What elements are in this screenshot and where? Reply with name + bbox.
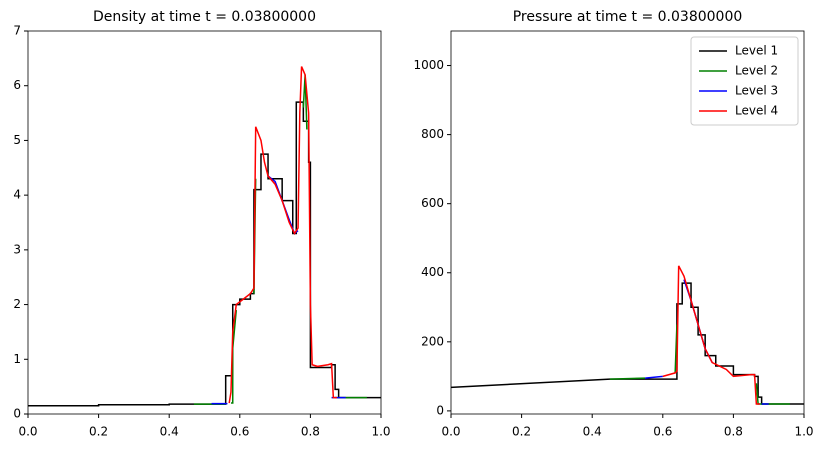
y-tick-label: 4 [13, 188, 21, 202]
y-tick-label: 1 [13, 352, 21, 366]
data-line [28, 101, 381, 407]
legend-label: Level 1 [735, 44, 778, 58]
x-tick-label: 0.8 [301, 425, 320, 439]
y-tick-label: 800 [421, 127, 444, 141]
legend-label: Level 3 [735, 84, 778, 98]
x-tick-label: 0.0 [18, 425, 37, 439]
x-tick-label: 0.2 [512, 425, 531, 439]
legend-label: Level 2 [735, 64, 778, 78]
data-line [228, 66, 337, 404]
x-tick-label: 1.0 [794, 425, 813, 439]
y-tick-label: 200 [421, 334, 444, 348]
plot-frame [450, 30, 805, 415]
y-tick-label: 6 [13, 78, 21, 92]
y-tick-label: 0 [13, 407, 21, 421]
data-line [645, 279, 769, 405]
y-tick-label: 2 [13, 297, 21, 311]
x-tick-label: 1.0 [371, 425, 390, 439]
x-tick-label: 0.2 [89, 425, 108, 439]
data-line [451, 282, 804, 405]
data-line [193, 74, 367, 405]
legend-box [690, 36, 799, 126]
x-tick-label: 0.4 [583, 425, 602, 439]
y-tick-label: 5 [13, 133, 21, 147]
legend-label: Level 4 [735, 104, 778, 118]
x-tick-label: 0.0 [441, 425, 460, 439]
y-tick-label: 3 [13, 242, 21, 256]
chart-title: Pressure at time t = 0.03800000 [513, 9, 743, 25]
y-tick-label: 600 [421, 196, 444, 210]
y-tick-label: 1000 [413, 58, 444, 72]
y-tick-label: 0 [436, 403, 444, 417]
x-tick-label: 0.4 [160, 425, 179, 439]
data-line [609, 324, 790, 405]
plot-frame [27, 30, 382, 415]
y-tick-label: 400 [421, 265, 444, 279]
x-tick-label: 0.6 [230, 425, 249, 439]
y-tick-label: 7 [13, 24, 21, 38]
x-tick-label: 0.6 [653, 425, 672, 439]
x-tick-label: 0.8 [724, 425, 743, 439]
data-line [662, 265, 760, 405]
chart-title: Density at time t = 0.03800000 [93, 9, 316, 25]
